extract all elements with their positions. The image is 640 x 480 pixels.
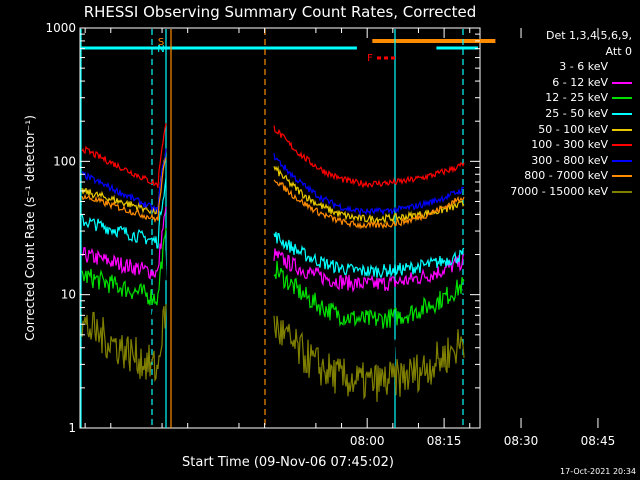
legend-entry: 800 - 7000 keV (510, 168, 632, 184)
y-tick-label: 1 (68, 421, 76, 435)
series-line-pre (81, 148, 167, 214)
legend-entry: 300 - 800 keV (510, 153, 632, 169)
timestamp: 17-Oct-2021 20:34 (560, 467, 636, 476)
legend-swatch (612, 159, 632, 162)
series-line-pre (81, 157, 167, 223)
series-line-pre (81, 123, 167, 189)
legend-header-1: Det 1,3,4,5,6,9, (545, 29, 632, 42)
saa-label: S (158, 37, 164, 48)
legend-swatch (612, 175, 632, 178)
y-tick-label: 10 (61, 288, 76, 302)
series-line-post (273, 179, 465, 230)
legend-swatch (612, 144, 632, 147)
legend-header-2: Att 0 (605, 44, 632, 58)
series-line-post (273, 165, 465, 226)
x-tick-label: 08:15 (427, 434, 462, 448)
series-line-post (273, 248, 465, 293)
legend-entry: 3 - 6 keV (510, 59, 632, 75)
series-line-pre (81, 228, 167, 306)
series-line-post (273, 153, 465, 217)
legend-swatch (612, 190, 632, 193)
y-tick-label: 100 (53, 154, 76, 168)
legend-entry-label: 800 - 7000 keV (524, 169, 608, 183)
series-line-pre (81, 177, 167, 249)
legend-entry: 100 - 300 keV (510, 137, 632, 153)
legend-swatch (612, 97, 632, 100)
legend-swatch (612, 112, 632, 115)
chart-title: RHESSI Observing Summary Count Rates, Co… (84, 3, 477, 21)
series-line-pre (81, 304, 167, 383)
series-line-post (273, 284, 465, 378)
legend-entry-label: 25 - 50 keV (545, 106, 608, 120)
series-group (81, 123, 465, 402)
legend-entry: 25 - 50 keV (510, 106, 632, 122)
x-tick-label: 08:00 (350, 434, 385, 448)
y-tick-label: 1000 (45, 21, 76, 35)
plot-frame (79, 27, 481, 429)
legend-entry-label: 7000 - 15000 keV (510, 184, 608, 198)
x-axis-label: Start Time (09-Nov-06 07:45:02) (182, 455, 394, 470)
x-tick-label: 08:45 (581, 434, 616, 448)
legend-entry-label: 3 - 6 keV (559, 60, 608, 74)
legend-entry-label: 12 - 25 keV (545, 91, 608, 105)
y-axis-label: Corrected Count Rate (s⁻¹ detector⁻¹) (23, 115, 37, 341)
series-line-post (273, 125, 465, 189)
legend-entry: 12 - 25 keV (510, 90, 632, 106)
legend-swatch (612, 128, 632, 131)
series-line-post (273, 260, 465, 329)
legend-entry-label: 50 - 100 keV (538, 122, 608, 136)
x-tick-label: 08:30 (504, 434, 539, 448)
series-line-post (273, 231, 465, 279)
legend-entry-label: 6 - 12 keV (552, 75, 608, 89)
night-saa-bands (80, 29, 496, 428)
series-line-pre (81, 250, 167, 333)
legend-entry: 7000 - 15000 keV (510, 184, 632, 200)
legend-entry: 50 - 100 keV (510, 122, 632, 138)
legend-swatch (612, 66, 632, 69)
legend-entry-label: 300 - 800 keV (531, 153, 608, 167)
legend: Det 1,3,4,5,6,9, Att 0 3 - 6 keV 6 - 12 k… (510, 28, 632, 200)
series-line-pre (81, 206, 167, 280)
legend-entry: 6 - 12 keV (510, 75, 632, 91)
legend-entry-label: 100 - 300 keV (531, 138, 608, 152)
flare-label: F (367, 53, 373, 64)
series-line-post (273, 315, 465, 402)
legend-swatch (612, 81, 632, 84)
night-label: N (157, 44, 164, 55)
